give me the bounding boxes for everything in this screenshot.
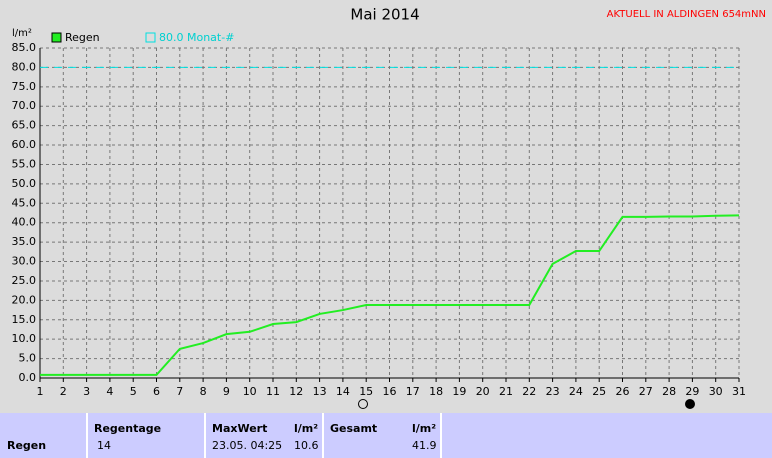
table-cell — [324, 413, 442, 458]
y-tick-label: 60.0 — [12, 138, 37, 151]
legend-swatch — [145, 32, 156, 43]
x-tick-label: 11 — [266, 385, 280, 398]
x-tick-label: 30 — [709, 385, 723, 398]
table-value: 41.9 — [412, 439, 437, 452]
table-value: 23.05. 04:25 — [212, 439, 283, 452]
x-tick-label: 1 — [37, 385, 44, 398]
chart: Mai 2014 AKTUELL IN ALDINGEN 654mNN l/m²… — [12, 6, 766, 409]
y-tick-label: 70.0 — [12, 99, 37, 112]
moon-icon — [358, 399, 368, 409]
x-tick-label: 29 — [685, 385, 699, 398]
y-tick-label: 45.0 — [12, 196, 37, 209]
x-tick-label: 21 — [499, 385, 513, 398]
x-tick-label: 17 — [406, 385, 420, 398]
chart-title: Mai 2014 — [350, 6, 419, 24]
legend-label: 80.0 Monat-# — [159, 31, 234, 44]
x-tick-label: 23 — [546, 385, 560, 398]
x-tick-label: 5 — [130, 385, 137, 398]
x-tick-label: 8 — [200, 385, 207, 398]
x-tick-label: 19 — [452, 385, 466, 398]
x-tick-label: 16 — [383, 385, 397, 398]
table-value: 10.6 — [294, 439, 319, 452]
x-tick-label: 28 — [662, 385, 676, 398]
legend-label: Regen — [65, 31, 100, 44]
x-tick-label: 31 — [732, 385, 746, 398]
y-tick-label: 35.0 — [12, 235, 37, 248]
x-tick-label: 18 — [429, 385, 443, 398]
table-header: Gesamt — [330, 422, 378, 435]
y-tick-label: 5.0 — [19, 352, 37, 365]
x-tick-label: 7 — [176, 385, 183, 398]
x-tick-label: 26 — [616, 385, 630, 398]
y-tick-label: 10.0 — [12, 332, 37, 345]
y-tick-label: 40.0 — [12, 216, 37, 229]
x-tick-label: 27 — [639, 385, 653, 398]
y-axis-label: l/m² — [12, 28, 32, 39]
x-tick-label: 15 — [359, 385, 373, 398]
table-value: 14 — [97, 439, 111, 452]
x-tick-label: 24 — [569, 385, 583, 398]
data-line — [40, 214, 740, 376]
table-cell — [88, 413, 206, 458]
x-tick-label: 22 — [522, 385, 536, 398]
summary-table: Regentage MaxWert l/m² Gesamt l/m² Regen… — [0, 413, 772, 458]
y-tick-label: 65.0 — [12, 119, 37, 132]
y-tick-label: 55.0 — [12, 157, 37, 170]
table-cell — [0, 413, 88, 458]
y-tick-label: 50.0 — [12, 177, 37, 190]
y-tick-label: 80.0 — [12, 60, 37, 73]
x-tick-label: 3 — [83, 385, 90, 398]
y-tick-label: 85.0 — [12, 41, 37, 54]
y-tick-label: 20.0 — [12, 293, 37, 306]
y-tick-label: 0.0 — [19, 371, 37, 384]
x-tick-label: 12 — [289, 385, 303, 398]
row-label: Regen — [7, 439, 47, 452]
corner-label: AKTUELL IN ALDINGEN 654mNN — [607, 9, 766, 20]
x-tick-label: 9 — [223, 385, 230, 398]
table-header: Regentage — [94, 422, 162, 435]
legend-swatch — [51, 32, 62, 43]
x-tick-label: 13 — [313, 385, 327, 398]
moon-icon — [685, 399, 695, 409]
y-tick-label: 30.0 — [12, 255, 37, 268]
x-tick-label: 6 — [153, 385, 160, 398]
axes: 0.0 5.0 10.0 15.0 20.0 25.0 30.0 35.0 40.0 45.0 50… — [12, 41, 747, 398]
x-tick-label: 20 — [476, 385, 490, 398]
x-tick-label: 14 — [336, 385, 350, 398]
x-tick-label: 10 — [243, 385, 257, 398]
table-header: l/m² — [412, 422, 437, 435]
y-tick-label: 15.0 — [12, 313, 37, 326]
x-tick-label: 2 — [60, 385, 67, 398]
table-header: l/m² — [294, 422, 319, 435]
table-header: MaxWert — [212, 422, 268, 435]
x-tick-label: 4 — [106, 385, 113, 398]
y-tick-label: 25.0 — [12, 274, 37, 287]
x-tick-label: 25 — [592, 385, 606, 398]
y-tick-label: 75.0 — [12, 80, 37, 93]
table-cell — [206, 413, 324, 458]
